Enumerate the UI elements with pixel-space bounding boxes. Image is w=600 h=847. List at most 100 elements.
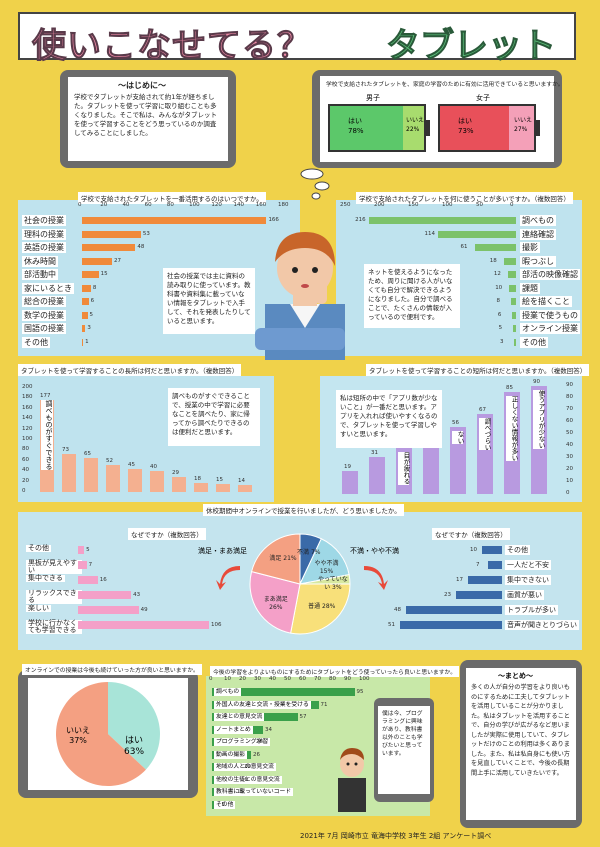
why-good-bar — [78, 606, 139, 614]
purposes-row-label: 課題 — [520, 282, 540, 294]
online-pie-slice — [250, 533, 301, 585]
merits-axis-tick: 180 — [22, 394, 33, 401]
future-row-label: 友達との意見交流 — [214, 713, 265, 721]
online-pie-label: 普通 28% — [308, 602, 336, 610]
why-bad-bar — [488, 561, 502, 569]
demerits-axis-tick: 20 — [566, 466, 573, 472]
purposes-axis-tick: 200 — [374, 202, 385, 208]
student-illustration — [255, 218, 355, 360]
merits-bar-value: 52 — [106, 457, 113, 464]
future-axis-tick: 90 — [344, 676, 351, 682]
purposes-bar-value: 3 — [499, 338, 504, 345]
purposes-bar — [512, 325, 516, 332]
female-battery-tip — [536, 120, 540, 136]
continue-pie-slice — [56, 682, 146, 786]
why-bad-chart: 10 その他 7 一人だと不安 17 集中できない 23 画質が悪い 48 トラブルが多い 51 音声… — [18, 512, 582, 650]
left-arrow-icon — [216, 566, 240, 590]
subjects-axis-tick: 180 — [278, 202, 289, 208]
why-bad-value: 23 — [444, 592, 451, 598]
future-chart: 0 10 20 30 40 50 60 70 80 90 100 調べもの 95 外国人の友達と交流・授業… — [206, 676, 430, 816]
purposes-bar — [509, 284, 516, 292]
subjects-bar — [82, 271, 99, 278]
why-bad-label: 画質が悪い — [505, 590, 544, 600]
demerits-bar-value: 67 — [479, 406, 486, 413]
demerits-axis-tick: 10 — [566, 478, 573, 484]
future-axis-tick: 30 — [254, 676, 261, 682]
subjects-axis-tick: 160 — [255, 202, 267, 208]
merits-note: 調べものがすぐできることで、授業の中で学習に必要なことを調べたり、家に帰ってから… — [168, 388, 260, 446]
why-bad-bar — [482, 546, 502, 554]
demerits-axis-tick: 50 — [566, 430, 573, 436]
merits-chart: 0 20 40 60 80 100 120 140 160 180 200 177 73 65 52 45 40… — [18, 376, 274, 502]
title-main: 使いこなせてる？ — [32, 26, 312, 67]
intro-screen: ～はじめに～ 学校でタブレットが支給されて約1年が経ちました。タブレットを使って… — [68, 77, 228, 161]
online-pie-slice — [249, 570, 301, 634]
purposes-row-label: 部活の映像確認 — [520, 269, 580, 280]
purposes-row-label: 連絡確認 — [520, 228, 556, 240]
future-axis-tick: 100 — [359, 676, 370, 682]
online-pie-label: やっていない 3% — [318, 576, 348, 592]
why-bad-bar — [406, 606, 502, 614]
why-good-bar — [78, 546, 85, 554]
demerits-axis-tick: 80 — [566, 394, 573, 400]
purposes-panel: 学校で支給されたタブレットを何に使うことが多いですか。（複数回答） 250 200… — [336, 192, 582, 356]
purposes-axis-tick: 250 — [340, 202, 351, 208]
continue-yes-text: はい 63% — [124, 736, 144, 758]
demerits-bar — [423, 443, 439, 494]
online-pie-label: 不満 7% — [297, 548, 321, 556]
merits-bar — [150, 471, 164, 492]
subjects-bar-value: 3 — [87, 325, 91, 331]
male-yes-pct: 78% — [348, 127, 364, 135]
subjects-row-label: 休み時間 — [22, 255, 58, 267]
why-good-label: リラックスできる — [26, 590, 82, 604]
demerits-chart: 0102030405060708090193138目が疲れる4256ない67調べ… — [320, 376, 582, 502]
purposes-row-label: 調べもの — [520, 215, 556, 226]
why-bad-bar — [400, 621, 502, 629]
future-axis-tick: 60 — [299, 676, 306, 682]
subjects-axis-tick: 80 — [166, 202, 174, 208]
subjects-bar — [82, 257, 112, 265]
male-yes-label: はい — [348, 117, 362, 125]
female-yes-text: はい 73% — [458, 116, 474, 136]
purposes-axis-tick: 150 — [408, 202, 419, 208]
future-bar-value: 5 — [221, 801, 226, 808]
male-label: 男子 — [366, 94, 380, 102]
male-battery-tip — [426, 120, 430, 136]
purposes-row-label: 暇つぶし — [520, 255, 556, 267]
merits-axis-tick: 120 — [22, 425, 33, 432]
purposes-bar-value: 12 — [493, 271, 501, 277]
subjects-panel: 学校で支給されたタブレットを一番活用するのはいつですか。 0 20 40 60 80 10… — [18, 192, 300, 356]
summary-screen: ～まとめ～ 多くの人が自分の学習をより良いものにするために工夫してタブレットを活… — [466, 668, 576, 820]
why-good-value: 106 — [211, 622, 222, 628]
demerits-caption: タブレットを使って学習することの短所は何だと思いますか。（複数回答） — [366, 364, 590, 376]
future-bar-value: 95 — [356, 689, 364, 695]
future-row-label: 地域の人との意見交流 — [214, 763, 276, 771]
why-bad-caption: なぜですか（複数回答） — [432, 528, 510, 540]
merits-bar-value: 18 — [194, 475, 201, 482]
why-bad-value: 48 — [394, 607, 401, 613]
continue-pie-slice — [108, 682, 160, 770]
purposes-bar — [503, 257, 516, 265]
why-good-label: 楽しい — [26, 604, 51, 612]
purposes-row-label: 撮影 — [520, 242, 540, 253]
continue-no-label: いいえ — [66, 726, 90, 735]
merits-axis-tick: 140 — [22, 415, 33, 422]
why-bad-bar — [468, 576, 502, 584]
merits-bar-value: 40 — [150, 464, 157, 471]
female-no-label: いいえ — [514, 117, 533, 124]
purposes-bar — [511, 311, 516, 319]
purposes-note: ネットを使えるようになったため、周りに聞ける人がいなくても自分で解決できるように… — [364, 264, 460, 328]
group-right: 不満・やや不満 — [350, 547, 399, 555]
future-caption: 今後の学習をよりよいものにするためにタブレットをどう使っていったら良いと思います… — [210, 666, 460, 677]
demerits-axis-tick: 40 — [566, 442, 573, 448]
demerits-bar-value: 19 — [344, 464, 351, 471]
future-bar-value: 15 — [236, 789, 244, 795]
online-caption: 休校期間中オンラインで授業を行いましたが、どう思いましたか。 — [203, 504, 404, 516]
why-good-value: 49 — [140, 607, 148, 613]
merits-bar — [106, 464, 120, 492]
subjects-bar-value: 5 — [89, 311, 94, 318]
future-row-label: 他校の生徒との意見交流 — [214, 775, 282, 784]
continue-tablet: オンラインでの授業は今後も続けていった方が良いと思いますか。 いいえ 37% はい… — [18, 664, 202, 798]
future-bar-value: 34 — [265, 726, 272, 733]
